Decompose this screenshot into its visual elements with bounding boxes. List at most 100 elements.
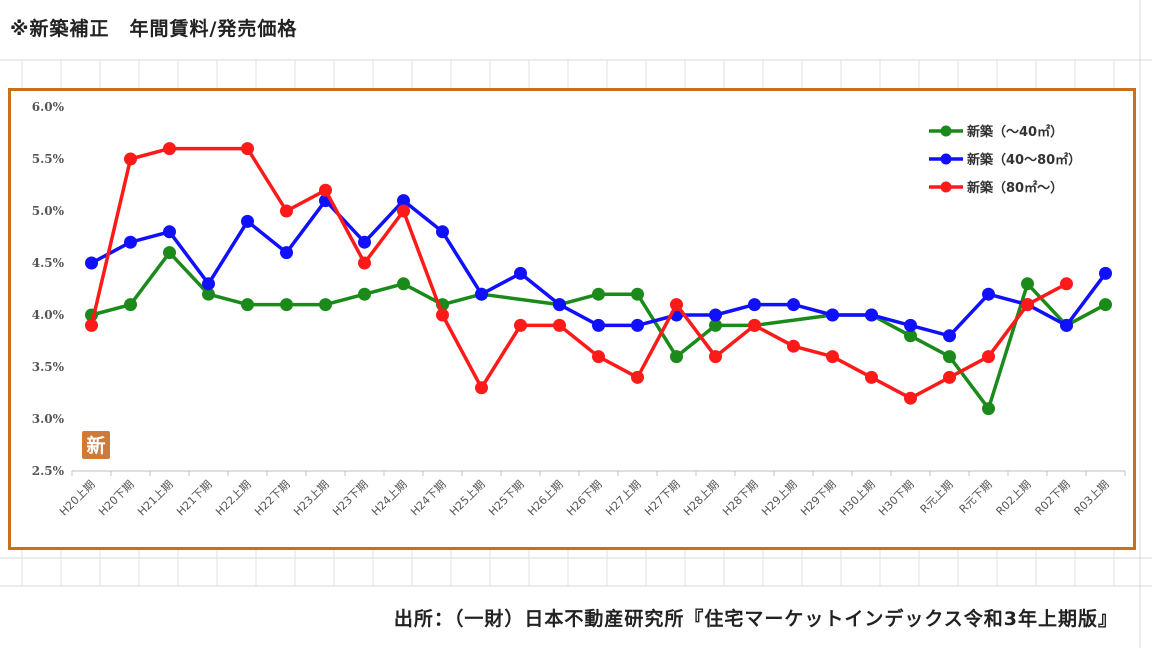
data-point bbox=[1021, 298, 1034, 312]
data-point bbox=[319, 183, 332, 197]
new-badge: 新 bbox=[82, 431, 110, 459]
data-point bbox=[748, 318, 761, 332]
data-point bbox=[124, 152, 137, 166]
data-point bbox=[280, 204, 293, 218]
x-tick-label: R03上期 bbox=[1072, 478, 1112, 518]
data-point bbox=[631, 370, 644, 384]
y-tick-label: 4.5% bbox=[32, 256, 65, 270]
data-point bbox=[124, 235, 137, 249]
legend-swatch-marker bbox=[940, 125, 952, 137]
data-point bbox=[280, 246, 293, 260]
x-tick-label: R02上期 bbox=[994, 478, 1034, 518]
series-2 bbox=[85, 142, 1073, 405]
x-tick-label: H29下期 bbox=[798, 478, 839, 519]
data-point bbox=[241, 298, 254, 312]
x-tick-label: H21下期 bbox=[174, 478, 215, 519]
x-tick-label: R元下期 bbox=[957, 478, 995, 516]
data-point bbox=[787, 298, 800, 312]
x-tick-label: H23上期 bbox=[291, 478, 332, 519]
series-line bbox=[89, 146, 1068, 400]
legend-label: 新築（40～80㎡） bbox=[967, 152, 1081, 168]
x-tick-label: H25上期 bbox=[447, 478, 488, 519]
data-point bbox=[436, 225, 449, 239]
data-point bbox=[85, 256, 98, 270]
y-axis-ticks: 2.5% 3.0% 3.5% 4.0% 4.5% 5.0% 5.5% 6.0% bbox=[32, 100, 65, 478]
x-tick-label: H27下期 bbox=[642, 478, 683, 519]
x-tick-label: H23下期 bbox=[330, 478, 371, 519]
data-point bbox=[865, 308, 878, 322]
legend-label: 新築（80㎡～） bbox=[967, 180, 1063, 196]
data-point bbox=[397, 194, 410, 208]
data-point bbox=[163, 142, 176, 156]
y-tick-label: 6.0% bbox=[32, 100, 65, 114]
data-point bbox=[553, 298, 566, 312]
data-point bbox=[787, 339, 800, 353]
legend-swatch-marker bbox=[940, 153, 952, 165]
data-point bbox=[1060, 277, 1073, 291]
data-point bbox=[553, 318, 566, 332]
x-tick-label: H27上期 bbox=[603, 478, 644, 519]
x-tick-label: H29上期 bbox=[759, 478, 800, 519]
data-point bbox=[670, 350, 683, 364]
data-point bbox=[475, 287, 488, 301]
data-point bbox=[631, 318, 644, 332]
y-tick-label: 5.5% bbox=[32, 152, 65, 166]
x-tick-label: H28上期 bbox=[681, 478, 722, 519]
data-point bbox=[982, 402, 995, 416]
data-point bbox=[1099, 266, 1112, 280]
y-tick-label: 5.0% bbox=[32, 204, 65, 218]
data-point bbox=[592, 350, 605, 364]
data-point bbox=[1060, 318, 1073, 332]
x-tick-label: H30上期 bbox=[837, 478, 878, 519]
x-tick-label: H30下期 bbox=[876, 478, 917, 519]
source-citation: 出所：（一財）日本不動産研究所『住宅マーケットインデックス令和3年上期版』 bbox=[387, 604, 1118, 631]
data-point bbox=[826, 308, 839, 322]
data-point bbox=[943, 370, 956, 384]
data-point bbox=[592, 287, 605, 301]
data-point bbox=[358, 287, 371, 301]
data-point bbox=[397, 277, 410, 291]
data-point bbox=[670, 298, 683, 312]
data-point bbox=[982, 287, 995, 301]
data-point bbox=[202, 287, 215, 301]
x-tick-label: H22下期 bbox=[252, 478, 293, 519]
x-tick-label: H28下期 bbox=[720, 478, 761, 519]
x-tick-label: H24下期 bbox=[408, 478, 449, 519]
data-point bbox=[709, 350, 722, 364]
x-tick-label: H22上期 bbox=[213, 478, 254, 519]
chart-legend: 新築（～40㎡） 新築（40～80㎡） 新築（80㎡～） bbox=[929, 124, 1081, 196]
data-point bbox=[904, 391, 917, 405]
data-point bbox=[514, 266, 527, 280]
x-tick-label: H26下期 bbox=[564, 478, 605, 519]
data-point bbox=[241, 142, 254, 156]
data-point bbox=[943, 329, 956, 343]
data-point bbox=[1099, 298, 1112, 312]
data-point bbox=[85, 318, 98, 332]
page-title: ※新築補正 年間賃料/発売価格 bbox=[10, 14, 306, 41]
x-tick-label: H25下期 bbox=[486, 478, 527, 519]
legend-label: 新築（～40㎡） bbox=[967, 124, 1063, 140]
x-tick-label: R元上期 bbox=[918, 478, 956, 516]
data-point bbox=[514, 318, 527, 332]
data-point bbox=[631, 287, 644, 301]
data-point bbox=[1021, 277, 1034, 291]
data-point bbox=[592, 318, 605, 332]
data-point bbox=[748, 298, 761, 312]
chart-frame: 2.5% 3.0% 3.5% 4.0% 4.5% 5.0% 5.5% 6.0% H20上期 H2… bbox=[8, 88, 1136, 550]
data-point bbox=[943, 350, 956, 364]
x-tick-label: H21上期 bbox=[135, 478, 176, 519]
data-point bbox=[202, 277, 215, 291]
x-axis-ticks: H20上期H20下期H21上期H21下期H22上期H22下期H23上期H23下期… bbox=[57, 471, 1126, 519]
y-tick-label: 2.5% bbox=[32, 464, 65, 478]
x-tick-label: H20上期 bbox=[57, 478, 98, 519]
data-point bbox=[241, 214, 254, 228]
data-point bbox=[904, 329, 917, 343]
data-point bbox=[709, 308, 722, 322]
data-point bbox=[280, 298, 293, 312]
x-tick-label: H26上期 bbox=[525, 478, 566, 519]
data-point bbox=[904, 318, 917, 332]
data-point bbox=[982, 350, 995, 364]
legend-swatch-marker bbox=[940, 181, 952, 193]
data-point bbox=[436, 308, 449, 322]
data-point bbox=[358, 256, 371, 270]
